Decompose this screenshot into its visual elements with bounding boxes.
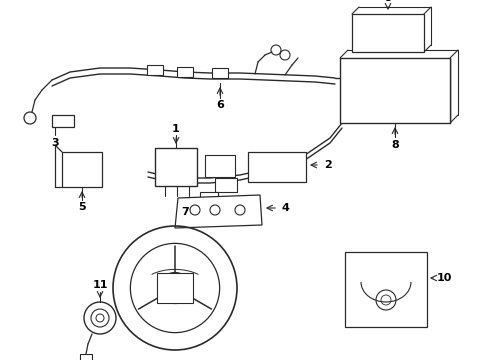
Bar <box>155 148 197 186</box>
Bar <box>352 14 424 52</box>
Text: 8: 8 <box>391 140 399 150</box>
Bar <box>215 178 237 192</box>
Text: 9: 9 <box>384 0 392 3</box>
Text: 7: 7 <box>181 207 189 217</box>
Bar <box>147 65 163 75</box>
Text: 4: 4 <box>281 203 289 213</box>
Bar <box>80 354 92 360</box>
Text: 6: 6 <box>216 100 224 110</box>
Bar <box>177 67 193 77</box>
Text: 1: 1 <box>172 124 180 134</box>
Bar <box>248 152 306 182</box>
Text: 2: 2 <box>324 160 332 170</box>
Polygon shape <box>175 195 262 228</box>
Bar <box>205 155 235 177</box>
Bar <box>345 252 427 327</box>
Bar <box>340 58 450 123</box>
Bar <box>157 273 193 303</box>
Text: 5: 5 <box>78 202 86 212</box>
Bar <box>62 152 102 187</box>
Text: 10: 10 <box>436 273 452 283</box>
Bar <box>212 68 228 78</box>
Bar <box>52 115 74 127</box>
Bar <box>200 192 218 202</box>
Text: 3: 3 <box>51 138 59 148</box>
Text: 11: 11 <box>92 280 108 290</box>
